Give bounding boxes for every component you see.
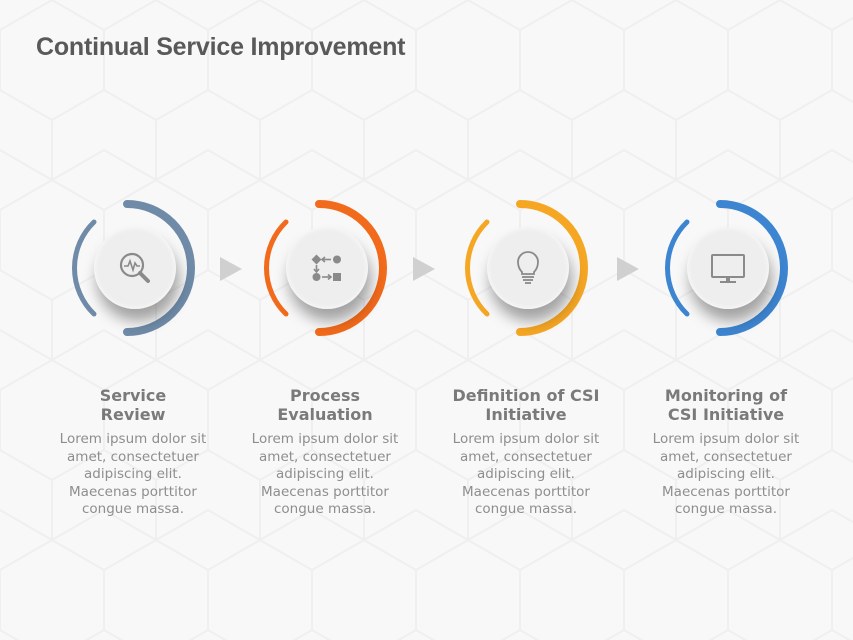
step-title: Definition of CSI Initiative [452, 386, 600, 424]
arrow-right-icon [413, 257, 435, 281]
icon-disc [286, 227, 368, 309]
step-title: Process Evaluation [277, 386, 373, 424]
step-description: Lorem ipsum dolor sit amet, consectetuer… [251, 431, 399, 517]
step-description: Lorem ipsum dolor sit amet, consectetuer… [652, 431, 800, 517]
icon-disc [487, 227, 569, 309]
progress-ring [264, 200, 387, 336]
step-title: Service Review [99, 386, 167, 424]
step-title: Monitoring of CSI Initiative [664, 386, 788, 424]
page-title: Continual Service Improvement [36, 33, 406, 61]
step-monitoring-csi-initiative: Monitoring of CSI Initiative Lorem ipsum… [626, 200, 826, 530]
arrow-right-icon [617, 257, 639, 281]
icon-disc [687, 227, 769, 309]
progress-ring [465, 200, 588, 336]
progress-ring [665, 200, 788, 336]
step-description: Lorem ipsum dolor sit amet, consectetuer… [452, 431, 600, 517]
magnifier-pulse-icon [119, 252, 150, 283]
lightbulb-icon [517, 251, 539, 284]
step-service-review: Service Review Lorem ipsum dolor sit ame… [33, 200, 233, 530]
icon-disc [94, 227, 176, 309]
arrow-right-icon [220, 257, 242, 281]
progress-ring [72, 200, 195, 336]
process-flow-icon [311, 254, 341, 281]
step-description: Lorem ipsum dolor sit amet, consectetuer… [59, 431, 207, 517]
step-definition-csi-initiative: Definition of CSI Initiative Lorem ipsum… [426, 200, 626, 530]
step-process-evaluation: Process Evaluation Lorem ipsum dolor sit… [225, 200, 425, 530]
monitor-icon [711, 254, 745, 283]
